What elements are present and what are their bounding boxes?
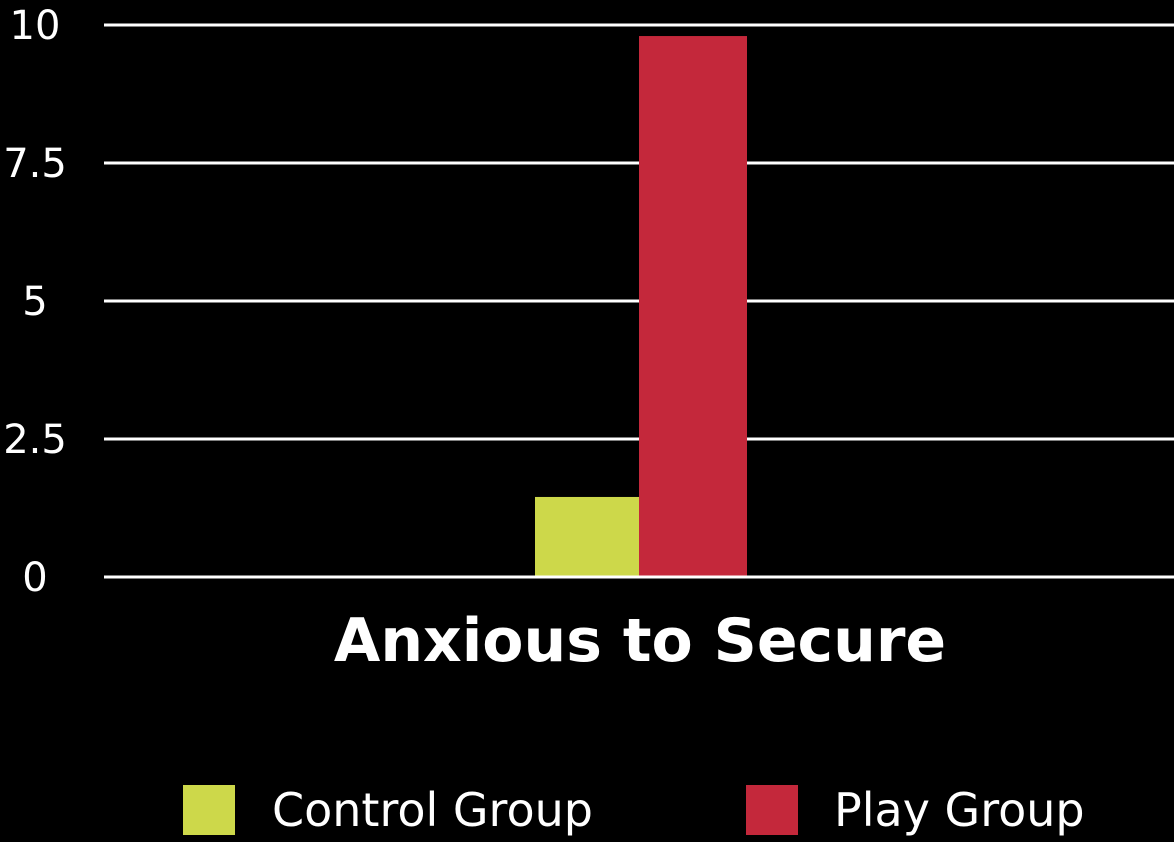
legend-swatch-play-group (746, 785, 798, 835)
legend-label-control-group: Control Group (272, 783, 593, 837)
bar-play-group (639, 36, 747, 578)
y-tick-label: 10 (10, 3, 61, 49)
category-label: Anxious to Secure (334, 606, 946, 676)
y-tick-label: 0 (22, 555, 47, 601)
category-labels: Anxious to Secure (334, 606, 946, 676)
legend-label-play-group: Play Group (834, 783, 1085, 837)
bars (104, 36, 1174, 579)
y-tick-label: 2.5 (3, 417, 67, 463)
bar-control-group (535, 496, 639, 577)
y-axis-tick-labels: 0 2.5 5 7.5 10 (3, 3, 67, 601)
legend-swatch-control-group (183, 785, 235, 835)
y-tick-label: 5 (22, 279, 47, 325)
legend: Control Group Play Group (183, 783, 1085, 837)
y-tick-label: 7.5 (3, 141, 67, 187)
